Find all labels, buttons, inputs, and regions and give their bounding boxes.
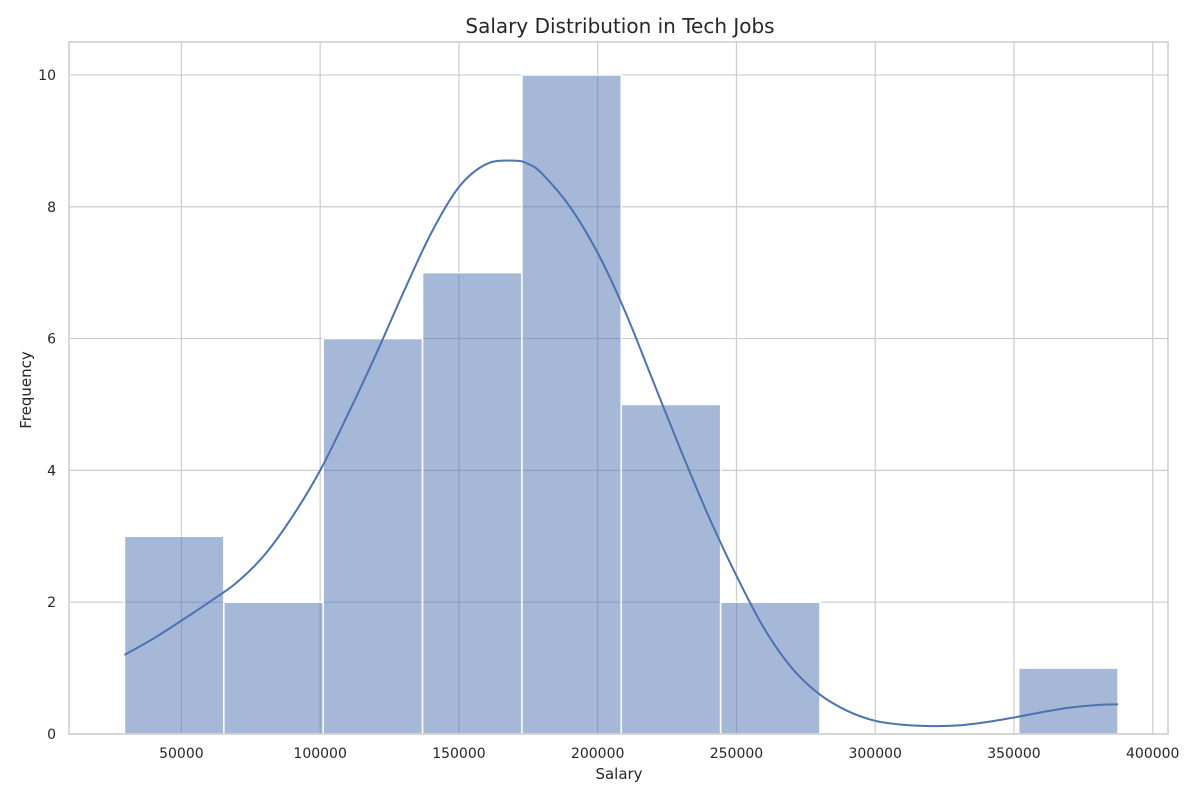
y-tick-label: 8 [47, 200, 56, 216]
y-tick-label: 0 [47, 727, 56, 743]
x-axis-label: Salary [595, 765, 642, 783]
plot-frame [68, 41, 1169, 735]
bars-layer [123, 74, 1119, 735]
x-tick-labels: 50000 100000 150000 200000 250000 300000 35000… [159, 746, 1179, 762]
x-tick-label: 50000 [159, 746, 204, 762]
histogram-bar [521, 74, 623, 735]
y-tick-label: 4 [47, 463, 56, 479]
kde-curve [124, 159, 1119, 728]
histogram-bar [322, 337, 424, 735]
histogram-bar [223, 601, 324, 735]
y-tick-labels: 0 2 4 6 8 10 [38, 68, 56, 743]
y-tick-label: 6 [47, 332, 56, 348]
x-tick-label: 300000 [848, 746, 901, 762]
kde-layer [124, 159, 1119, 728]
x-tick-label: 350000 [987, 746, 1040, 762]
histogram-bar [1017, 667, 1119, 735]
x-tick-label: 400000 [1126, 746, 1179, 762]
y-tick-label: 2 [47, 595, 56, 611]
x-tick-label: 100000 [293, 746, 346, 762]
histogram-bar [719, 601, 821, 735]
x-tick-label: 150000 [432, 746, 485, 762]
x-tick-label: 250000 [710, 746, 763, 762]
y-tick-label: 10 [38, 68, 56, 84]
histogram-bar [620, 403, 722, 735]
x-tick-label: 200000 [571, 746, 624, 762]
histogram-bar [421, 271, 523, 735]
chart-title: Salary Distribution in Tech Jobs [465, 14, 774, 38]
y-axis-label: Frequency [17, 351, 35, 429]
histogram-bar [123, 535, 225, 735]
spines-layer [68, 41, 1169, 735]
